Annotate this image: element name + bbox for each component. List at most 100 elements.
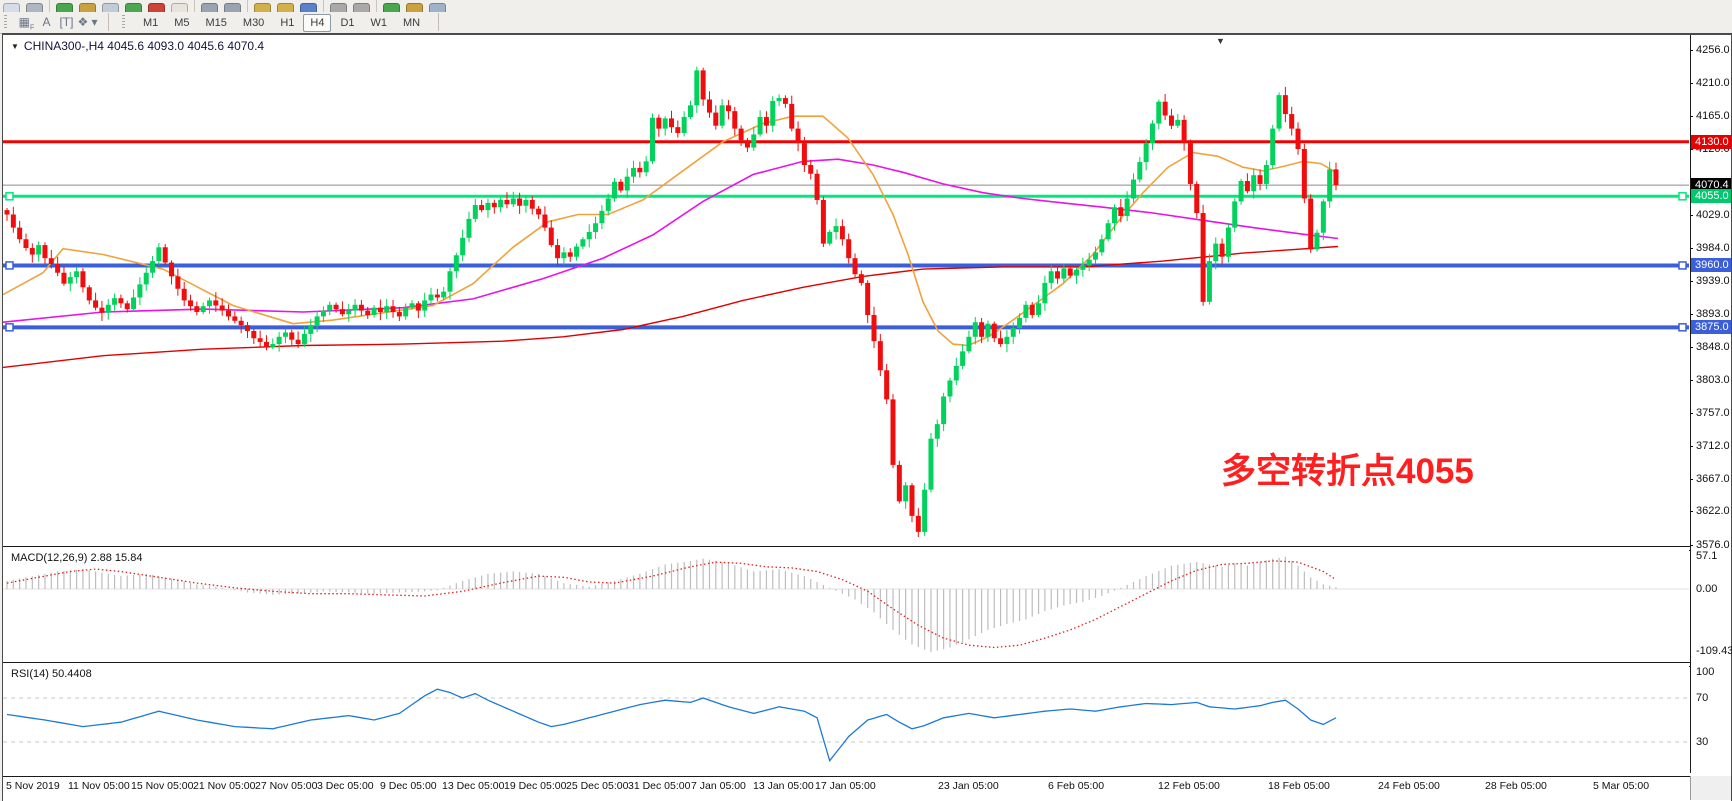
tile-windows-icon[interactable] (224, 3, 241, 12)
macd-axis-label: 0.00 (1696, 583, 1718, 595)
time-axis-label: 15 Nov 05:00 (131, 780, 194, 792)
zoom-in-icon[interactable] (254, 3, 271, 12)
candle-body (118, 298, 124, 304)
candle-body (694, 70, 700, 106)
period-button-m5[interactable]: M5 (174, 17, 190, 29)
period-button-h4[interactable]: H4 (303, 14, 332, 32)
script-icon[interactable] (406, 3, 423, 12)
zoom-icon[interactable] (26, 3, 43, 12)
candle-body (1112, 207, 1117, 224)
support-line-3875-handle[interactable] (1678, 323, 1687, 332)
candle-body (966, 336, 972, 352)
chart-window: ▼ CHINA300-,H4 4045.6 4093.0 4045.6 4070.… (2, 33, 1732, 801)
price-tick-mark (1690, 413, 1693, 415)
rsi-pane[interactable]: RSI(14) 50.4408 (3, 665, 1689, 773)
chevron-down-icon[interactable]: ▼ (11, 42, 19, 51)
price-tick-mark (1690, 116, 1693, 118)
price-badge-3960.0: 3960.0 (1691, 258, 1731, 273)
macd-pane[interactable]: MACD(12,26,9) 2.88 15.84 (3, 549, 1689, 662)
stop-icon[interactable] (148, 3, 165, 12)
support-line-3875-handle[interactable] (5, 323, 14, 332)
zoom-out-icon[interactable] (277, 3, 294, 12)
candle-body (1213, 243, 1219, 262)
chart-text-annotation[interactable]: 多空转折点4055 (1221, 452, 1474, 491)
cursor-grid-icon[interactable]: ▦F (18, 15, 35, 32)
candle-body (542, 214, 548, 228)
period-button-m1[interactable]: M1 (142, 17, 159, 29)
candle-body (637, 167, 643, 173)
support-line-3960-handle[interactable] (5, 261, 14, 270)
price-tick-label: 3576.0 (1696, 538, 1730, 551)
candle-body (890, 399, 896, 465)
main-price-pane[interactable]: 多空转折点4055 (3, 35, 1689, 546)
time-axis[interactable]: 5 Nov 2019 11 Nov 05:00 15 Nov 05:00 21 Nov… (3, 776, 1731, 801)
crosshair-tool-icon[interactable] (353, 3, 370, 12)
price-tick-label: 3757.0 (1696, 407, 1730, 420)
candle-body (1187, 143, 1193, 184)
line-tool-icon[interactable] (330, 3, 347, 12)
toolbar-grip[interactable] (121, 15, 127, 30)
chart-shift-marker-icon[interactable]: ▼ (1216, 36, 1225, 46)
candle-body (1130, 179, 1136, 199)
candle-body (1074, 269, 1080, 276)
candle-body (732, 111, 738, 129)
candle-body (29, 247, 35, 255)
candle-body (1276, 95, 1282, 129)
macd-chart-canvas[interactable] (3, 549, 1689, 662)
candle-body (352, 304, 358, 311)
chart-ohlc-title: CHINA300-,H4 4045.6 4093.0 4045.6 4070.4 (23, 39, 265, 53)
ma-fast-orange-line (3, 115, 1339, 347)
period-button-h1[interactable]: H1 (280, 17, 295, 29)
period-button-m30[interactable]: M30 (242, 17, 265, 29)
pivot-line-4055-handle[interactable] (1678, 192, 1687, 201)
support-line-3960-handle[interactable] (1678, 261, 1687, 270)
price-tick-mark (1690, 280, 1693, 282)
price-badge-3875.0: 3875.0 (1691, 320, 1731, 335)
candle-body (510, 198, 516, 205)
toolbar-grip[interactable] (3, 15, 8, 30)
toolbar-separator (437, 13, 439, 31)
time-axis-label: 19 Dec 05:00 (504, 780, 567, 792)
candle-body (713, 112, 719, 126)
candle-body (1200, 213, 1206, 302)
period-button-m15[interactable]: M15 (205, 17, 227, 29)
candle-body (10, 214, 16, 228)
candle-body (282, 332, 288, 337)
price-axis[interactable]: 4256.0 4210.0 4165.0 4120.0 4029.0 3984.0 3939… (1690, 35, 1732, 773)
pivot-line-4055-handle[interactable] (5, 192, 14, 201)
market-watch-icon[interactable] (300, 3, 317, 12)
rsi-chart-canvas[interactable] (3, 665, 1689, 773)
add-indicator-icon[interactable] (383, 3, 400, 12)
toolbar-separator (376, 0, 377, 12)
expert-advisor-icon[interactable] (79, 3, 96, 12)
arrow-objects-icon[interactable]: ❖ ▾ (77, 15, 98, 29)
candlestick-chart-canvas[interactable] (3, 35, 1689, 546)
autotrading-icon[interactable] (125, 3, 142, 12)
period-button-w1[interactable]: W1 (370, 17, 388, 29)
candle-body (270, 344, 276, 347)
candle-body (150, 261, 156, 273)
candle-body (903, 485, 909, 502)
overflow-dots-icon[interactable] (171, 3, 188, 12)
candle-body (991, 323, 997, 339)
candle-body (1156, 101, 1162, 124)
period-button-d1[interactable]: D1 (340, 17, 355, 29)
text-box-icon[interactable]: [T] (59, 15, 74, 29)
candle-body (643, 161, 649, 173)
candle-body (1194, 183, 1200, 214)
new-window-icon[interactable] (3, 3, 20, 12)
candle-body (656, 117, 662, 129)
candle-body (1282, 95, 1288, 115)
new-order-icon[interactable] (56, 3, 73, 12)
candle-body (561, 252, 567, 259)
candle-body (396, 312, 402, 317)
period-button-mn[interactable]: MN (403, 17, 421, 29)
toolbar-separator (108, 13, 110, 31)
candle-body (612, 181, 618, 199)
candle-body (358, 304, 364, 311)
chart-window-icon[interactable] (102, 3, 119, 12)
candle-body (112, 298, 118, 305)
help-icon[interactable] (429, 3, 446, 12)
cascade-windows-icon[interactable] (201, 3, 218, 12)
text-label-icon[interactable]: A (42, 15, 51, 29)
